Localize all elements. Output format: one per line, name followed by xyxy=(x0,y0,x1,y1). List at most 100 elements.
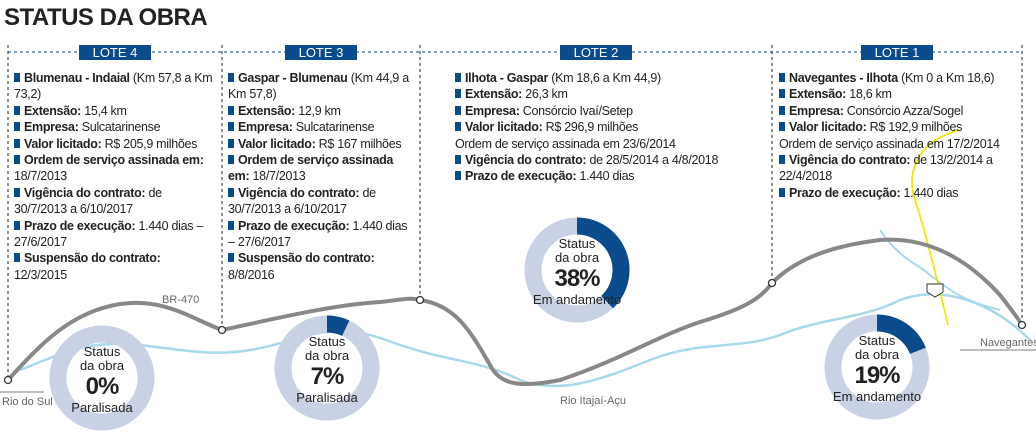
detail-value: 18,6 km xyxy=(849,87,892,102)
bullet xyxy=(14,105,20,115)
detail-value: de 30/7/2013 a 6/10/2017 xyxy=(228,185,376,217)
lot-label: LOTE 2 xyxy=(560,45,632,60)
bullet xyxy=(455,122,461,132)
bullet xyxy=(14,253,20,263)
detail-label: Blumenau - Indaial xyxy=(24,71,130,85)
detail-row: Empresa: Sulcatarinense xyxy=(228,119,416,135)
map-label: Navegantes xyxy=(980,337,1036,349)
status-percent: 0% xyxy=(85,373,120,400)
status-caption: Status da obra xyxy=(79,344,125,373)
donut-text: Status da obra 38% Em andamento xyxy=(532,237,622,307)
detail-label: Prazo de execução: xyxy=(24,218,136,233)
bullet xyxy=(228,187,234,197)
bullet xyxy=(228,73,234,82)
detail-row: Ordem de serviço assinada em 23/6/2014 xyxy=(455,136,755,152)
detail-value: de 13/2/2014 a 22/4/2018 xyxy=(779,153,993,184)
detail-row: Extensão: 18,6 km xyxy=(779,86,1019,102)
donut-arc xyxy=(326,315,350,337)
bullet xyxy=(779,122,785,132)
detail-label: Vigência do contrato: xyxy=(789,153,911,168)
detail-value: Consórcio Ivaí/Setep xyxy=(522,103,633,118)
road-point xyxy=(217,325,227,335)
lot-details: Ilhota - Gaspar (Km 18,6 a Km 44,9) Exten… xyxy=(455,70,755,185)
detail-label: Valor licitado: xyxy=(238,136,316,151)
detail-label: Extensão: xyxy=(465,87,523,102)
donut-track xyxy=(49,325,155,431)
detail-row: Prazo de execução: 1.440 dias xyxy=(455,168,755,184)
detail-value: R$ 296,9 milhões xyxy=(545,120,639,135)
river-branch xyxy=(879,229,1001,311)
detail-row: Prazo de execução: 1.440 dias xyxy=(779,185,1019,201)
detail-row: Empresa: Consórcio Ivaí/Setep xyxy=(455,103,755,119)
detail-label: Suspensão do contrato: xyxy=(24,251,161,266)
detail-label: Extensão: xyxy=(238,103,296,118)
donut-arc xyxy=(576,217,630,309)
bullet xyxy=(228,138,234,148)
detail-row: Vigência do contrato: de 30/7/2013 a 6/1… xyxy=(228,185,416,218)
detail-label: Vigência do contrato: xyxy=(465,153,587,168)
lot-details: Navegantes - Ilhota (Km 0 a Km 18,6) Exte… xyxy=(779,70,1019,201)
status-percent: 7% xyxy=(310,363,345,390)
bullet xyxy=(228,220,234,230)
bullet xyxy=(228,253,234,263)
bullet xyxy=(779,187,785,197)
detail-value: 18/7/2013 xyxy=(14,169,67,184)
status-state: Em andamento xyxy=(832,389,922,404)
detail-value: de 30/7/2013 a 6/10/2017 xyxy=(14,185,162,217)
detail-row: Suspensão do contrato: 12/3/2015 xyxy=(14,250,214,283)
detail-label: Empresa: xyxy=(238,120,293,135)
title: STATUS DA OBRA xyxy=(4,4,208,31)
lot-label: LOTE 1 xyxy=(861,45,933,60)
detail-row: Extensão: 15,4 km xyxy=(14,103,214,119)
br470-road xyxy=(6,237,1024,387)
bullet xyxy=(14,138,20,148)
detail-label: Vigência do contrato: xyxy=(238,185,360,200)
detail-label: Gaspar - Blumenau xyxy=(238,71,348,85)
detail-row: Valor licitado: R$ 192,9 milhões xyxy=(779,119,1019,135)
bullet xyxy=(455,155,461,165)
bullet xyxy=(455,105,461,115)
detail-row: Vigência do contrato: de 30/7/2013 a 6/1… xyxy=(14,185,214,218)
detail-label: Empresa: xyxy=(465,103,520,118)
detail-value: Consórcio Azza/Sogel xyxy=(846,103,964,118)
road-point xyxy=(3,375,13,385)
detail-value: 26,3 km xyxy=(525,87,568,102)
status-caption: Status da obra xyxy=(554,236,600,265)
detail-label: Empresa: xyxy=(789,103,844,118)
detail-label: Extensão: xyxy=(24,103,82,118)
status-state: Paralisada xyxy=(296,390,358,405)
bullet xyxy=(455,73,461,82)
bullet xyxy=(14,187,20,197)
bullet xyxy=(455,89,461,99)
detail-value: R$ 205,9 milhões xyxy=(104,136,198,151)
detail-label: Ilhota - Gaspar xyxy=(465,71,549,85)
detail-label: Valor licitado: xyxy=(24,136,102,151)
detail-row: Vigência do contrato: de 28/5/2014 a 4/8… xyxy=(455,152,755,168)
detail-label: Valor licitado: xyxy=(789,120,867,135)
detail-row: Suspensão do contrato: 8/8/2016 xyxy=(228,250,416,283)
detail-value: 12,9 km xyxy=(298,103,341,118)
detail-label: Prazo de execução: xyxy=(789,185,901,200)
detail-value: R$ 192,9 milhões xyxy=(869,120,963,135)
donut-text: Status da obra 0% Paralisada xyxy=(57,345,147,415)
lot-details: Gaspar - Blumenau (Km 44,9 a Km 57,8) Ext… xyxy=(228,70,416,283)
lot-label: LOTE 4 xyxy=(79,45,151,60)
detail-row: Empresa: Sulcatarinense xyxy=(14,119,214,135)
detail-value: 8/8/2016 xyxy=(228,267,275,282)
detail-row: Prazo de execução: 1.440 dias – 27/6/201… xyxy=(14,218,214,251)
detail-value: 1.440 dias – 27/6/2017 xyxy=(14,218,204,250)
detail-label: Prazo de execução: xyxy=(465,169,577,184)
detail-row: Ordem de serviço assinada em: 18/7/2013 xyxy=(14,152,214,185)
detail-row: Navegantes - Ilhota (Km 0 a Km 18,6) xyxy=(779,70,1019,86)
detail-row: Vigência do contrato: de 13/2/2014 a 22/… xyxy=(779,152,1019,185)
bullet xyxy=(14,220,20,230)
status-caption: Status da obra xyxy=(304,334,350,363)
detail-text: Ordem de serviço assinada em 17/2/2014 xyxy=(779,136,1000,151)
detail-row: Ordem de serviço assinada em: 18/7/2013 xyxy=(228,152,416,185)
donut-text: Status da obra 7% Paralisada xyxy=(282,335,372,405)
detail-label: Empresa: xyxy=(24,120,79,135)
detail-value: (Km 0 a Km 18,6) xyxy=(901,71,995,85)
detail-row: Blumenau - Indaial (Km 57,8 a Km 73,2) xyxy=(14,70,214,103)
bullet xyxy=(455,171,461,181)
detail-value: R$ 167 milhões xyxy=(318,136,402,151)
